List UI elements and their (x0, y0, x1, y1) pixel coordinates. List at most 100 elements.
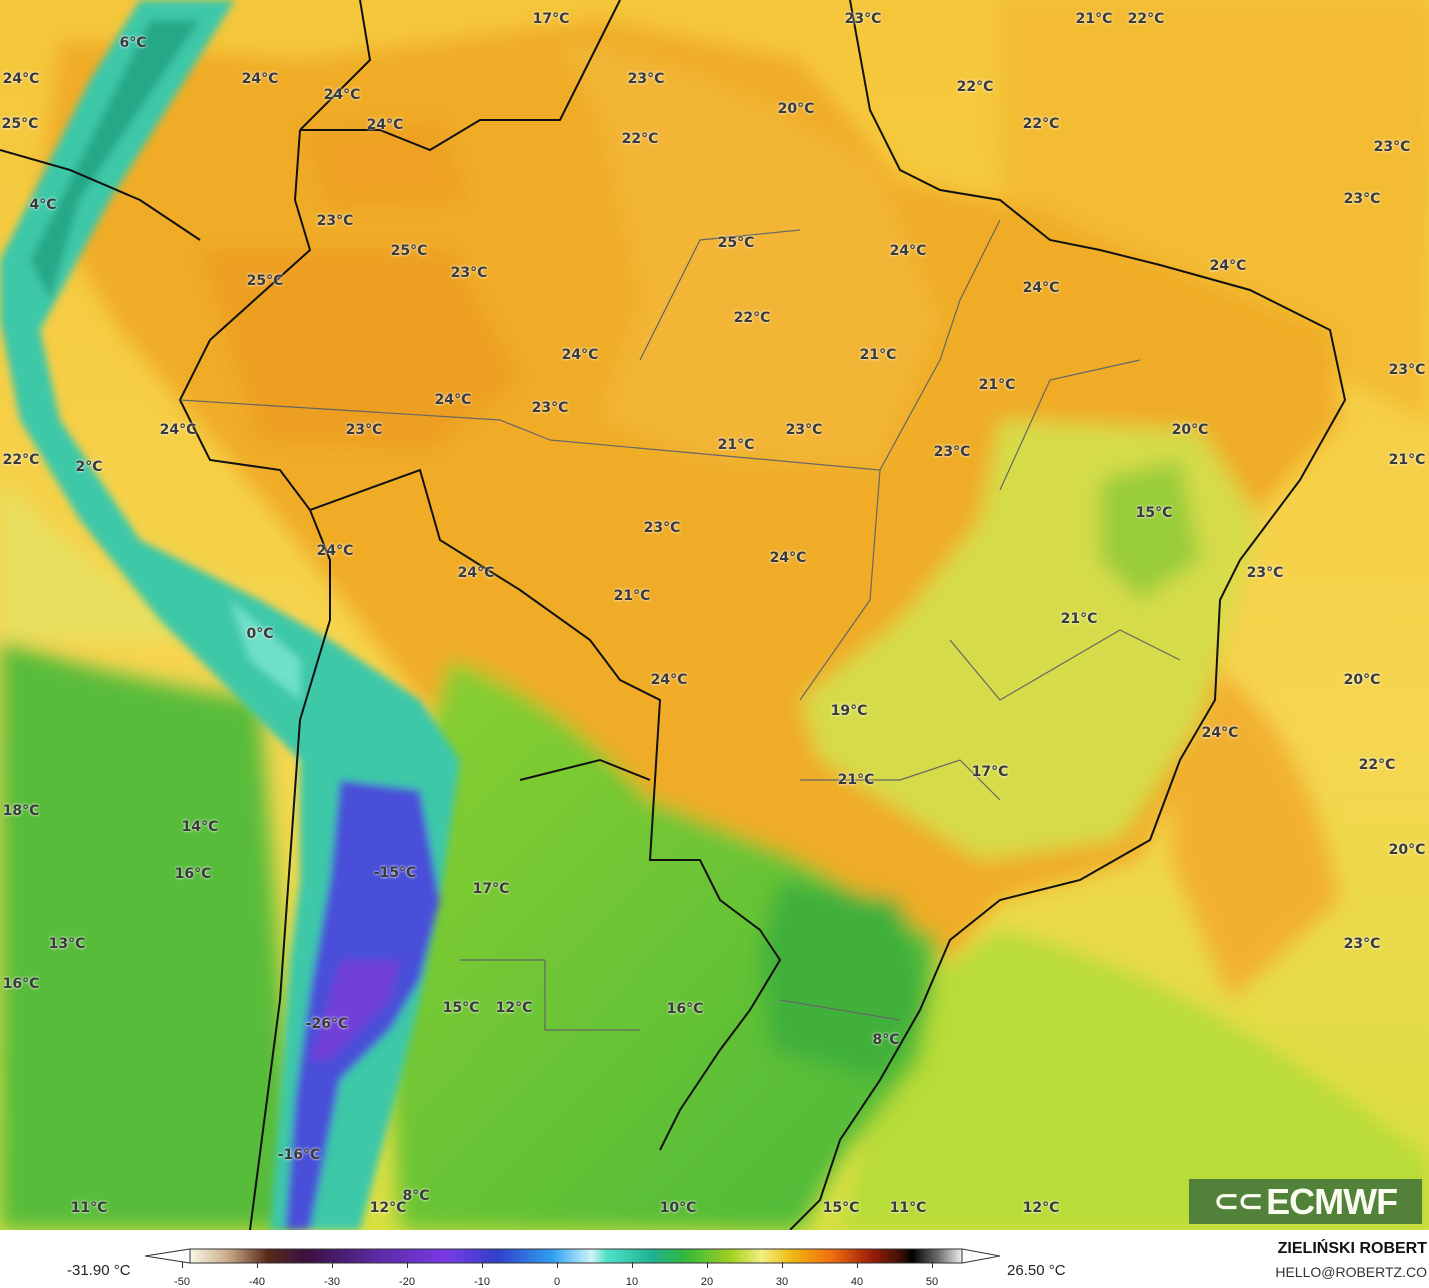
temperature-label: 2°C (75, 459, 103, 475)
temperature-label: 25°C (390, 243, 428, 259)
colorbar-tick-label: 30 (775, 1276, 789, 1288)
colorbar-tick-label: 10 (625, 1276, 639, 1288)
temperature-label: 10°C (659, 1200, 697, 1216)
colorbar-tick-label: -50 (174, 1276, 190, 1288)
temperature-label: 22°C (733, 310, 771, 326)
temperature-label: 21°C (717, 437, 755, 453)
colorbar-tick-label: -10 (474, 1276, 490, 1288)
colorbar (144, 1248, 1001, 1264)
colorbar-tick-label: 40 (850, 1276, 864, 1288)
temperature-label: 24°C (2, 71, 40, 87)
temperature-label: 25°C (717, 235, 755, 251)
temperature-label: 8°C (872, 1032, 900, 1048)
colorbar-tick-mark (257, 1262, 258, 1268)
temperature-label: 24°C (650, 672, 688, 688)
temperature-label: 25°C (1, 116, 39, 132)
temperature-label: 24°C (316, 543, 354, 559)
temperature-label: 24°C (1209, 258, 1247, 274)
temperature-label: -15°C (373, 865, 417, 881)
temperature-label: 24°C (159, 422, 197, 438)
temperature-label: 24°C (1201, 725, 1239, 741)
temperature-label: 22°C (621, 131, 659, 147)
temperature-label: 21°C (613, 588, 651, 604)
temperature-label: 23°C (1343, 191, 1381, 207)
temperature-label: 23°C (450, 265, 488, 281)
temperature-label: 11°C (889, 1200, 927, 1216)
temperature-label: 19°C (830, 703, 868, 719)
temperature-label: 23°C (316, 213, 354, 229)
temperature-label: 24°C (366, 117, 404, 133)
temperature-label: 15°C (442, 1000, 480, 1016)
colorbar-tick-label: 50 (925, 1276, 939, 1288)
country-borders (0, 0, 1347, 1230)
temperature-label: -26°C (305, 1016, 349, 1032)
temperature-label: 24°C (241, 71, 279, 87)
temperature-label: 11°C (70, 1200, 108, 1216)
colorbar-tick-mark (332, 1262, 333, 1268)
temperature-label: 24°C (561, 347, 599, 363)
temperature-label: 17°C (532, 11, 570, 27)
temperature-label: 23°C (785, 422, 823, 438)
temperature-label: 13°C (48, 936, 86, 952)
temperature-label: 23°C (933, 444, 971, 460)
colorbar-tick-mark (407, 1262, 408, 1268)
temperature-label: 21°C (1388, 452, 1426, 468)
temperature-label: 16°C (174, 866, 212, 882)
color-legend: -31.90 °C 26.50 °C (0, 1230, 1429, 1287)
temperature-label: 23°C (345, 422, 383, 438)
temperature-label: 15°C (822, 1200, 860, 1216)
colorbar-min-arrow (144, 1248, 191, 1264)
legend-min-value: -31.90 °C (67, 1262, 131, 1279)
colorbar-tick-mark (707, 1262, 708, 1268)
temperature-label: 24°C (323, 87, 361, 103)
temperature-label: 17°C (971, 764, 1009, 780)
temperature-label: 12°C (495, 1000, 533, 1016)
temperature-label: 0°C (246, 626, 274, 642)
temperature-label: 24°C (434, 392, 472, 408)
temperature-label: 12°C (1022, 1200, 1060, 1216)
temperature-label: 21°C (859, 347, 897, 363)
temperature-label: 14°C (181, 819, 219, 835)
temperature-label: 20°C (1388, 842, 1426, 858)
temperature-label: 23°C (1343, 936, 1381, 952)
temperature-label: 18°C (2, 803, 40, 819)
author-credit: ZIELIŃSKI ROBERT (1277, 1240, 1427, 1257)
temperature-label: 12°C (369, 1200, 407, 1216)
colorbar-tick-mark (782, 1262, 783, 1268)
colorbar-tick-label: -30 (324, 1276, 340, 1288)
temperature-label: 21°C (1060, 611, 1098, 627)
temperature-label: 25°C (246, 273, 284, 289)
temperature-label: 8°C (402, 1188, 430, 1204)
colorbar-tick-mark (932, 1262, 933, 1268)
temperature-label: 20°C (1343, 672, 1381, 688)
temperature-label: 23°C (844, 11, 882, 27)
temperature-label: 20°C (777, 101, 815, 117)
temperature-label: 21°C (837, 772, 875, 788)
temperature-label: 6°C (119, 35, 147, 51)
temperature-label: 23°C (643, 520, 681, 536)
ecmwf-logo-icon: ⊂⊂ (1213, 1185, 1263, 1218)
temperature-label: 24°C (457, 565, 495, 581)
temperature-label: 23°C (1246, 565, 1284, 581)
temperature-label: 4°C (29, 197, 57, 213)
temperature-label: 24°C (769, 550, 807, 566)
colorbar-gradient (189, 1248, 963, 1264)
colorbar-tick-mark (557, 1262, 558, 1268)
temperature-label: 22°C (1127, 11, 1165, 27)
temperature-label: -16°C (277, 1147, 321, 1163)
temperature-label: 15°C (1135, 505, 1173, 521)
temperature-label: 21°C (978, 377, 1016, 393)
temperature-label: 22°C (1022, 116, 1060, 132)
temperature-label: 23°C (627, 71, 665, 87)
temperature-label: 16°C (666, 1001, 704, 1017)
temperature-label: 23°C (1388, 362, 1426, 378)
ecmwf-logo: ⊂⊂ ECMWF (1189, 1179, 1422, 1224)
colorbar-tick-mark (482, 1262, 483, 1268)
colorbar-tick-label: 0 (553, 1276, 561, 1288)
colorbar-tick-label: -40 (249, 1276, 265, 1288)
temperature-label: 16°C (2, 976, 40, 992)
temperature-label: 23°C (531, 400, 569, 416)
colorbar-tick-label: -20 (399, 1276, 415, 1288)
temperature-label: 20°C (1171, 422, 1209, 438)
temperature-label: 17°C (472, 881, 510, 897)
